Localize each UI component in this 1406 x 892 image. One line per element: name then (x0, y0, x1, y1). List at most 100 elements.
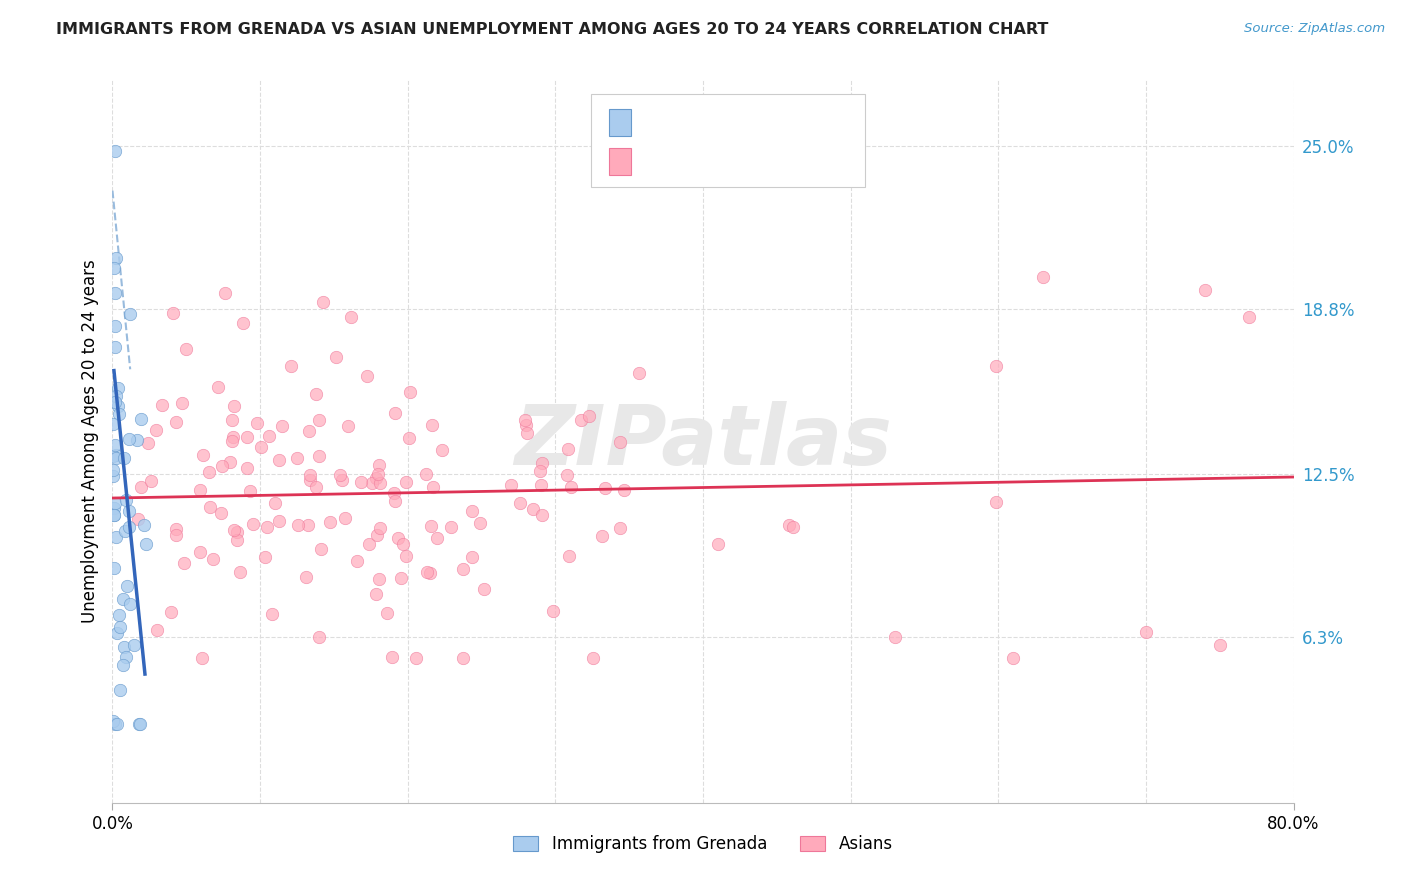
Point (236, 430, 259, 444)
Point (426, 531, 449, 545)
Point (721, 173, 744, 187)
Point (440, 520, 463, 534)
Point (530, 478, 553, 492)
Point (287, 517, 309, 532)
Point (108, 683, 131, 698)
Point (368, 521, 391, 535)
Point (103, 501, 125, 516)
Point (361, 475, 384, 490)
Point (107, 399, 129, 413)
Point (1194, 284, 1216, 298)
Point (146, 623, 169, 637)
Point (225, 533, 247, 547)
Point (285, 450, 308, 465)
Point (103, 508, 125, 522)
Point (207, 380, 229, 394)
Point (395, 475, 418, 489)
Point (104, 395, 127, 409)
Point (515, 417, 537, 432)
Point (309, 542, 332, 557)
Point (308, 450, 330, 464)
Point (367, 467, 389, 482)
Point (104, 496, 127, 510)
Point (159, 605, 181, 619)
Point (366, 587, 388, 601)
Point (232, 316, 254, 330)
Point (280, 359, 302, 373)
Point (269, 452, 291, 467)
Point (226, 524, 249, 539)
Point (375, 607, 398, 621)
Point (384, 494, 406, 508)
Point (104, 448, 127, 462)
Point (430, 443, 453, 458)
Point (356, 369, 378, 384)
Point (298, 468, 321, 483)
Point (558, 549, 581, 564)
Point (569, 413, 592, 427)
Point (451, 651, 474, 665)
Point (530, 508, 553, 522)
Point (211, 458, 233, 473)
Point (129, 717, 152, 731)
Point (308, 413, 330, 427)
Point (382, 486, 405, 500)
Text: 0.038: 0.038 (679, 155, 731, 173)
Point (451, 562, 474, 576)
Point (115, 492, 138, 507)
Point (103, 261, 125, 276)
Point (200, 500, 222, 515)
Point (132, 518, 155, 533)
Point (103, 417, 125, 431)
Point (398, 385, 420, 400)
Point (103, 561, 125, 575)
Point (209, 506, 232, 520)
Point (103, 714, 125, 728)
Text: 142: 142 (770, 155, 806, 173)
Text: N =: N = (731, 155, 768, 173)
Point (627, 366, 650, 380)
Point (531, 456, 554, 470)
Point (298, 474, 321, 488)
Point (222, 429, 245, 443)
Point (105, 531, 128, 545)
Point (366, 528, 388, 542)
Point (228, 565, 250, 579)
Point (107, 381, 129, 395)
Point (122, 638, 145, 652)
Point (250, 440, 273, 454)
Point (174, 342, 197, 356)
Point (305, 480, 328, 494)
Point (782, 520, 804, 534)
Point (221, 434, 243, 448)
Point (112, 450, 135, 465)
Point (112, 657, 135, 672)
Point (986, 494, 1008, 508)
Point (104, 318, 127, 333)
Point (239, 483, 262, 498)
Point (191, 448, 214, 462)
Point (609, 434, 631, 449)
Point (202, 552, 225, 566)
Point (104, 145, 127, 159)
Point (104, 251, 127, 265)
Point (139, 475, 162, 489)
Point (219, 455, 242, 469)
Point (1001, 651, 1024, 665)
Point (419, 566, 441, 581)
Point (416, 565, 439, 579)
Point (1239, 310, 1261, 324)
Point (271, 419, 294, 434)
Point (118, 520, 141, 534)
Point (294, 570, 316, 584)
Point (346, 553, 368, 567)
Point (513, 413, 536, 427)
Point (984, 359, 1007, 373)
Point (165, 522, 187, 536)
Point (325, 350, 347, 364)
Point (103, 463, 125, 477)
Point (472, 582, 495, 596)
Point (298, 424, 321, 438)
Point (128, 717, 150, 731)
Point (330, 474, 353, 488)
